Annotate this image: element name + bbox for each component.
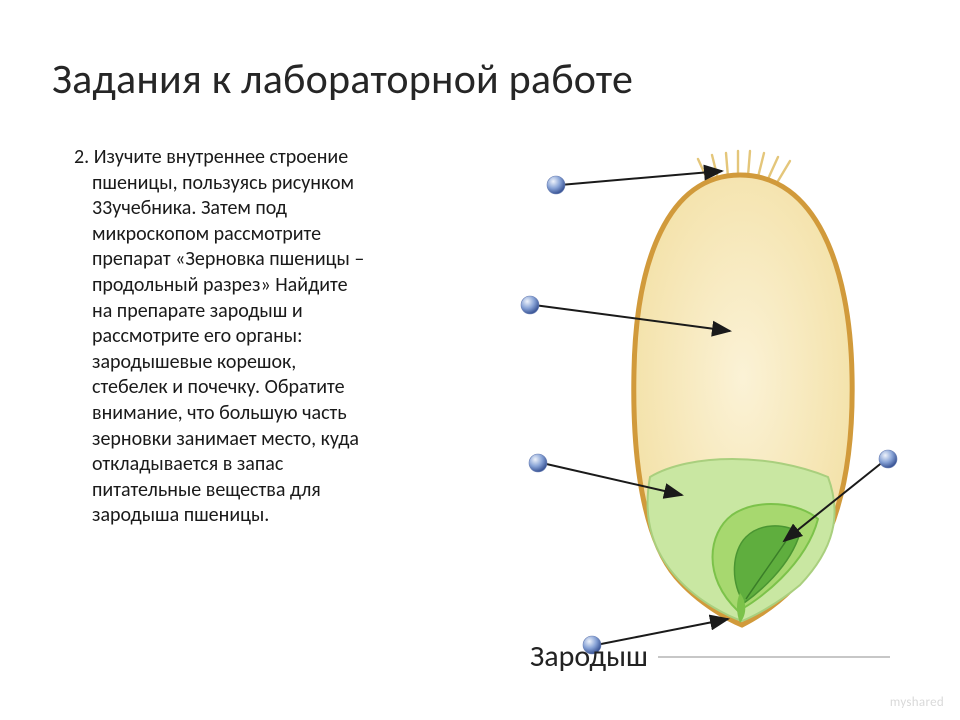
seed-svg bbox=[440, 145, 900, 665]
task-line-1: пшеницы, пользуясь рисунком bbox=[92, 171, 354, 195]
task-line-7: рассмотрите его органы: bbox=[92, 324, 302, 348]
marker-dot-1 bbox=[547, 176, 565, 194]
page-title: Задания к лабораторной работе bbox=[52, 54, 908, 105]
marker-dot-3 bbox=[529, 454, 547, 472]
marker-dot-4 bbox=[879, 450, 897, 468]
task-line-13: питательные вещества для bbox=[92, 478, 321, 502]
task-line-5: продольный разрез» Найдите bbox=[92, 273, 348, 297]
caption-underline bbox=[658, 656, 890, 658]
task-line-3: микроскопом рассмотрите bbox=[92, 222, 321, 246]
task-line-11: зерновки занимает место, куда bbox=[92, 427, 359, 451]
seed-diagram: Зародыш bbox=[440, 145, 900, 665]
embryo-caption: Зародыш bbox=[530, 638, 648, 675]
task-number: 2. bbox=[74, 145, 94, 169]
embryo-caption-row: Зародыш bbox=[530, 638, 890, 675]
task-line-10: внимание, что большую часть bbox=[92, 401, 347, 425]
marker-dot-2 bbox=[521, 296, 539, 314]
arrow-to-brush bbox=[560, 171, 722, 185]
task-line-9: стебелек и почечку. Обратите bbox=[92, 375, 345, 399]
content-row: 2. Изучите внутреннее строение пшеницы, … bbox=[52, 145, 908, 665]
watermark-text: myshared bbox=[890, 695, 944, 710]
task-line-14: зародыша пшеницы. bbox=[92, 503, 269, 527]
task-text-block: 2. Изучите внутреннее строение пшеницы, … bbox=[52, 145, 432, 529]
task-line-6: на препарате зародыш и bbox=[92, 299, 303, 323]
slide-root: Задания к лабораторной работе 2. Изучите… bbox=[0, 0, 960, 720]
task-line-0: Изучите внутреннее строение bbox=[94, 145, 348, 169]
task-line-12: откладывается в запас bbox=[92, 452, 283, 476]
task-line-4: препарат «Зерновка пшеницы – bbox=[92, 247, 364, 271]
task-line-8: зародышевые корешок, bbox=[92, 350, 296, 374]
task-paragraph: 2. Изучите внутреннее строение пшеницы, … bbox=[52, 145, 432, 529]
task-line-2: 33учебника. Затем под bbox=[92, 196, 287, 220]
